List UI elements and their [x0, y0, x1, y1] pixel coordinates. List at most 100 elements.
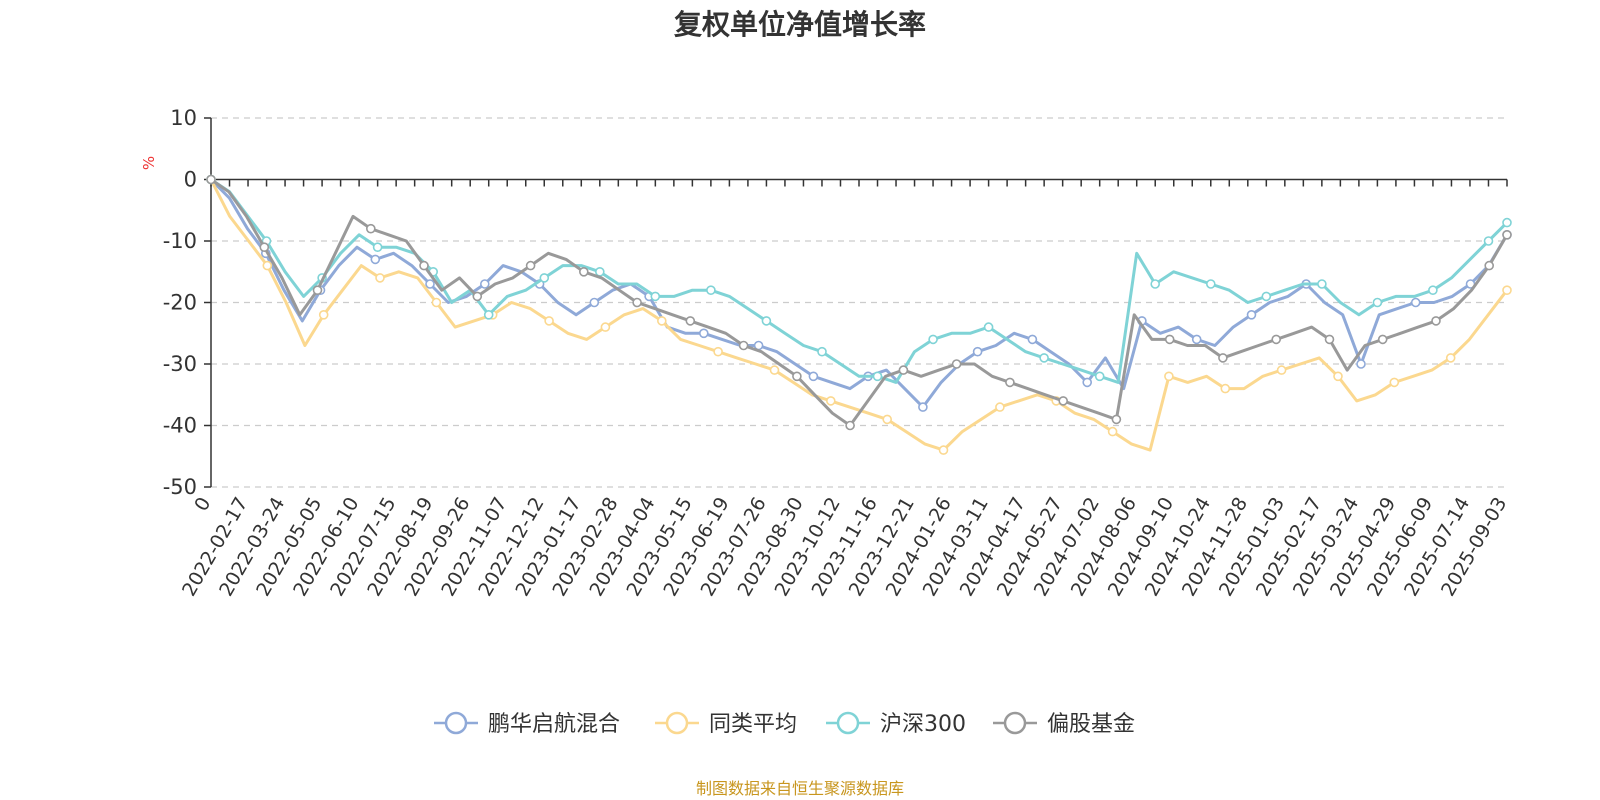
series-point — [1164, 371, 1174, 382]
series-point — [312, 285, 323, 296]
series-point — [928, 334, 938, 345]
series-point — [1082, 377, 1092, 388]
series-point — [1150, 279, 1160, 289]
x-tick-labels: 02022-02-172022-03-242022-05-052022-06-1… — [178, 493, 1511, 600]
series-point — [1218, 353, 1228, 363]
series-point — [951, 359, 962, 369]
series-point — [1484, 260, 1494, 271]
series-point — [1191, 334, 1202, 345]
series-point — [419, 260, 429, 271]
legend-swatch-circle[interactable] — [444, 711, 468, 735]
series-point — [845, 420, 855, 431]
series-point — [632, 297, 642, 308]
series-point — [1317, 279, 1327, 289]
y-tick-label: -40 — [163, 414, 197, 438]
series-point — [1276, 365, 1287, 375]
series-point — [479, 279, 490, 289]
series-point — [995, 402, 1005, 412]
legend-label[interactable]: 沪深300 — [880, 712, 966, 737]
series-point — [769, 365, 780, 375]
series-point — [1220, 383, 1231, 394]
series-point — [713, 346, 723, 357]
series-point — [1502, 285, 1512, 296]
chart-title: 复权单位净值增长率 — [674, 8, 926, 41]
series-point — [882, 414, 893, 425]
series-point — [898, 365, 909, 375]
series-point — [1377, 334, 1388, 345]
series-point — [472, 291, 483, 302]
series-point — [1271, 334, 1281, 345]
series-point — [318, 309, 329, 320]
series-point — [738, 340, 749, 351]
series-point — [262, 260, 273, 271]
grid-lines — [211, 117, 1507, 488]
series-point — [1107, 426, 1118, 437]
series-point — [1005, 377, 1015, 388]
series-line — [210, 178, 1509, 427]
series-point — [650, 291, 661, 302]
series-point — [1324, 334, 1335, 345]
series-point — [1027, 334, 1038, 345]
series-point — [372, 242, 383, 252]
legend-label[interactable]: 偏股基金 — [1047, 712, 1135, 737]
series-point — [1261, 291, 1272, 302]
series-point — [425, 279, 435, 289]
y-tick-label: -50 — [163, 475, 197, 499]
y-tick-label: -20 — [163, 291, 197, 315]
axes — [204, 117, 1508, 488]
series-point — [825, 396, 836, 406]
series-point — [539, 273, 550, 283]
series-point — [1333, 371, 1343, 382]
legend-swatch-circle[interactable] — [836, 711, 860, 735]
series-point — [706, 285, 716, 296]
series-point — [483, 309, 494, 320]
series-point — [1206, 279, 1216, 289]
series-point — [1111, 414, 1122, 425]
series-point — [808, 371, 819, 382]
series-point — [1356, 359, 1366, 369]
series-point — [656, 316, 667, 326]
series-point — [594, 266, 605, 277]
series-point — [938, 445, 949, 455]
series-point — [1039, 353, 1049, 363]
series-lines — [206, 174, 1512, 455]
series-point — [1164, 334, 1175, 345]
legend[interactable]: 鹏华启航混合 同类平均 沪深300 偏股基金 — [434, 711, 1135, 737]
series-point — [1372, 297, 1383, 308]
y-tick-labels: 10 0 -10 -20 -30 -40 -50 — [163, 106, 197, 499]
series-point — [365, 223, 376, 234]
series-point — [817, 346, 827, 357]
series-point — [206, 174, 216, 185]
series-line — [210, 178, 1509, 384]
series-point — [972, 346, 983, 357]
y-tick-label: -10 — [163, 229, 197, 253]
y-tick-label: 0 — [184, 168, 197, 192]
series-point — [918, 402, 928, 412]
series-point — [1483, 236, 1494, 246]
series-point — [600, 322, 611, 332]
series-point — [872, 371, 883, 382]
series-point — [578, 266, 589, 277]
y-axis-unit: % — [140, 156, 158, 170]
series-point — [1389, 377, 1400, 388]
series-point — [685, 316, 696, 326]
y-tick-label: 10 — [170, 106, 197, 130]
x-tick-label: 0 — [190, 494, 215, 515]
series-point — [525, 260, 536, 271]
series-point — [1431, 316, 1441, 326]
legend-swatch-circle[interactable] — [665, 711, 689, 735]
legend-swatch-circle[interactable] — [1003, 711, 1027, 735]
y-tick-label: -30 — [163, 352, 197, 376]
series-point — [698, 328, 709, 339]
series-point — [1445, 353, 1456, 363]
series-point — [375, 273, 385, 283]
series-point — [1502, 217, 1512, 228]
legend-label[interactable]: 同类平均 — [709, 712, 797, 737]
series-point — [431, 297, 442, 308]
series-point — [792, 371, 802, 382]
legend-label[interactable]: 鹏华启航混合 — [488, 712, 620, 737]
series-point — [1428, 285, 1438, 296]
series-point — [259, 242, 270, 252]
data-source-note: 制图数据来自恒生聚源数据库 — [696, 779, 904, 798]
